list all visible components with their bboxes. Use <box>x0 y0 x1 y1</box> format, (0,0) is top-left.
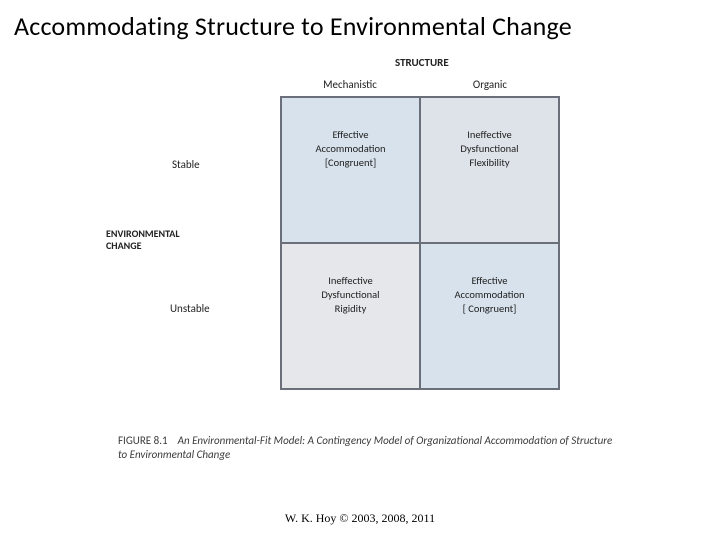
cell-stable-mechanistic: Effective Accommodation [Congruent] <box>281 97 420 243</box>
col-header-mechanistic: Mechanistic <box>280 78 420 91</box>
row-label-stable: Stable <box>172 158 242 171</box>
cell-line: Ineffective <box>467 128 512 142</box>
matrix-2x2: Effective Accommodation [Congruent] Inef… <box>280 96 560 390</box>
figure-caption: FIGURE 8.1An Environmental-Fit Model: A … <box>118 434 618 463</box>
cell-line: Rigidity <box>335 302 367 316</box>
cell-unstable-organic: Effective Accommodation [ Congruent] <box>420 243 559 389</box>
cell-line: Dysfunctional <box>321 288 379 302</box>
row-label-unstable: Unstable <box>170 302 240 315</box>
cell-line: Ineffective <box>328 274 373 288</box>
cell-line: [Congruent] <box>325 156 376 170</box>
cell-line: [ Congruent] <box>463 302 517 316</box>
cell-line: Accommodation <box>454 288 524 302</box>
cell-line: Dysfunctional <box>460 142 518 156</box>
cell-line: Effective <box>471 274 507 288</box>
caption-text: An Environmental-Fit Model: A Contingenc… <box>118 434 612 461</box>
column-headers: Mechanistic Organic <box>280 78 560 91</box>
footer-copyright: W. K. Hoy © 2003, 2008, 2011 <box>0 511 720 526</box>
cell-line: Accommodation <box>315 142 385 156</box>
top-axis-label: STRUCTURE <box>395 56 449 69</box>
left-axis-label: ENVIRONMENTALCHANGE <box>106 228 226 252</box>
page-title: Accommodating Structure to Environmental… <box>0 0 720 42</box>
figure-number: FIGURE 8.1 <box>118 434 168 447</box>
cell-line: Effective <box>332 128 368 142</box>
cell-stable-organic: Ineffective Dysfunctional Flexibility <box>420 97 559 243</box>
figure-wrap: STRUCTURE Mechanistic Organic ENVIRONMEN… <box>0 42 720 482</box>
cell-unstable-mechanistic: Ineffective Dysfunctional Rigidity <box>281 243 420 389</box>
col-header-organic: Organic <box>420 78 560 91</box>
cell-line: Flexibility <box>469 156 509 170</box>
